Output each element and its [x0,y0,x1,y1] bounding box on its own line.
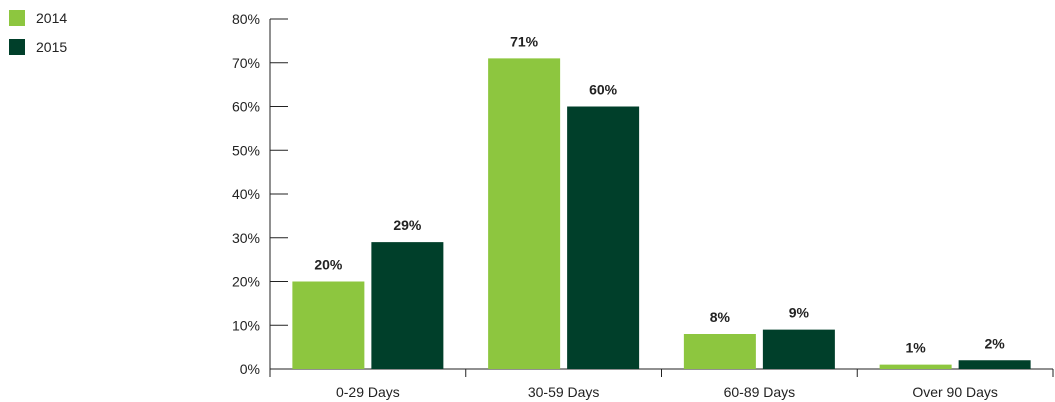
x-tick-label: 0-29 Days [336,384,400,400]
legend-swatch-2015 [9,39,25,55]
legend-label-2015: 2015 [36,39,67,55]
bar-2014-0-29-days [292,281,365,369]
x-tick-label: Over 90 Days [912,384,998,400]
y-tick-label: 10% [232,317,260,333]
data-label: 20% [314,257,343,273]
x-axis: 0-29 Days 30-59 Days 60-89 Days Over 90 Day… [269,368,1054,400]
data-label: 60% [589,82,618,98]
bars [292,58,1031,369]
y-tick-label: 20% [232,274,260,290]
bar-2015-60-89-days [762,329,835,369]
y-tick-label: 80% [232,11,260,27]
bar-2015-over-90-days [958,360,1031,369]
x-tick-label: 30-59 Days [528,384,600,400]
bar-2014-30-59-days [488,58,561,369]
data-label: 1% [906,340,927,356]
data-label: 71% [510,33,539,49]
y-tick-label: 0% [240,361,260,377]
x-tick-label: 60-89 Days [724,384,796,400]
y-axis: 0% 10% 20% 30% 40% 50% 60% 70% 80% [232,11,288,377]
legend: 2014 2015 [9,10,67,55]
y-tick-label: 30% [232,230,260,246]
legend-swatch-2014 [9,10,25,26]
data-label: 2% [985,335,1006,351]
data-label: 8% [710,309,731,325]
bar-2015-0-29-days [371,242,444,369]
bar-2014-60-89-days [683,334,756,369]
y-tick-label: 60% [232,99,260,115]
y-tick-label: 70% [232,55,260,71]
data-label: 9% [789,305,810,321]
data-label: 29% [393,217,422,233]
bar-2015-30-59-days [567,106,640,369]
bar-2014-over-90-days [879,364,952,369]
y-tick-label: 50% [232,142,260,158]
legend-label-2014: 2014 [36,10,67,26]
y-tick-label: 40% [232,186,260,202]
data-labels: 20% 29% 71% 60% 8% 9% 1% 2% [314,33,1005,355]
